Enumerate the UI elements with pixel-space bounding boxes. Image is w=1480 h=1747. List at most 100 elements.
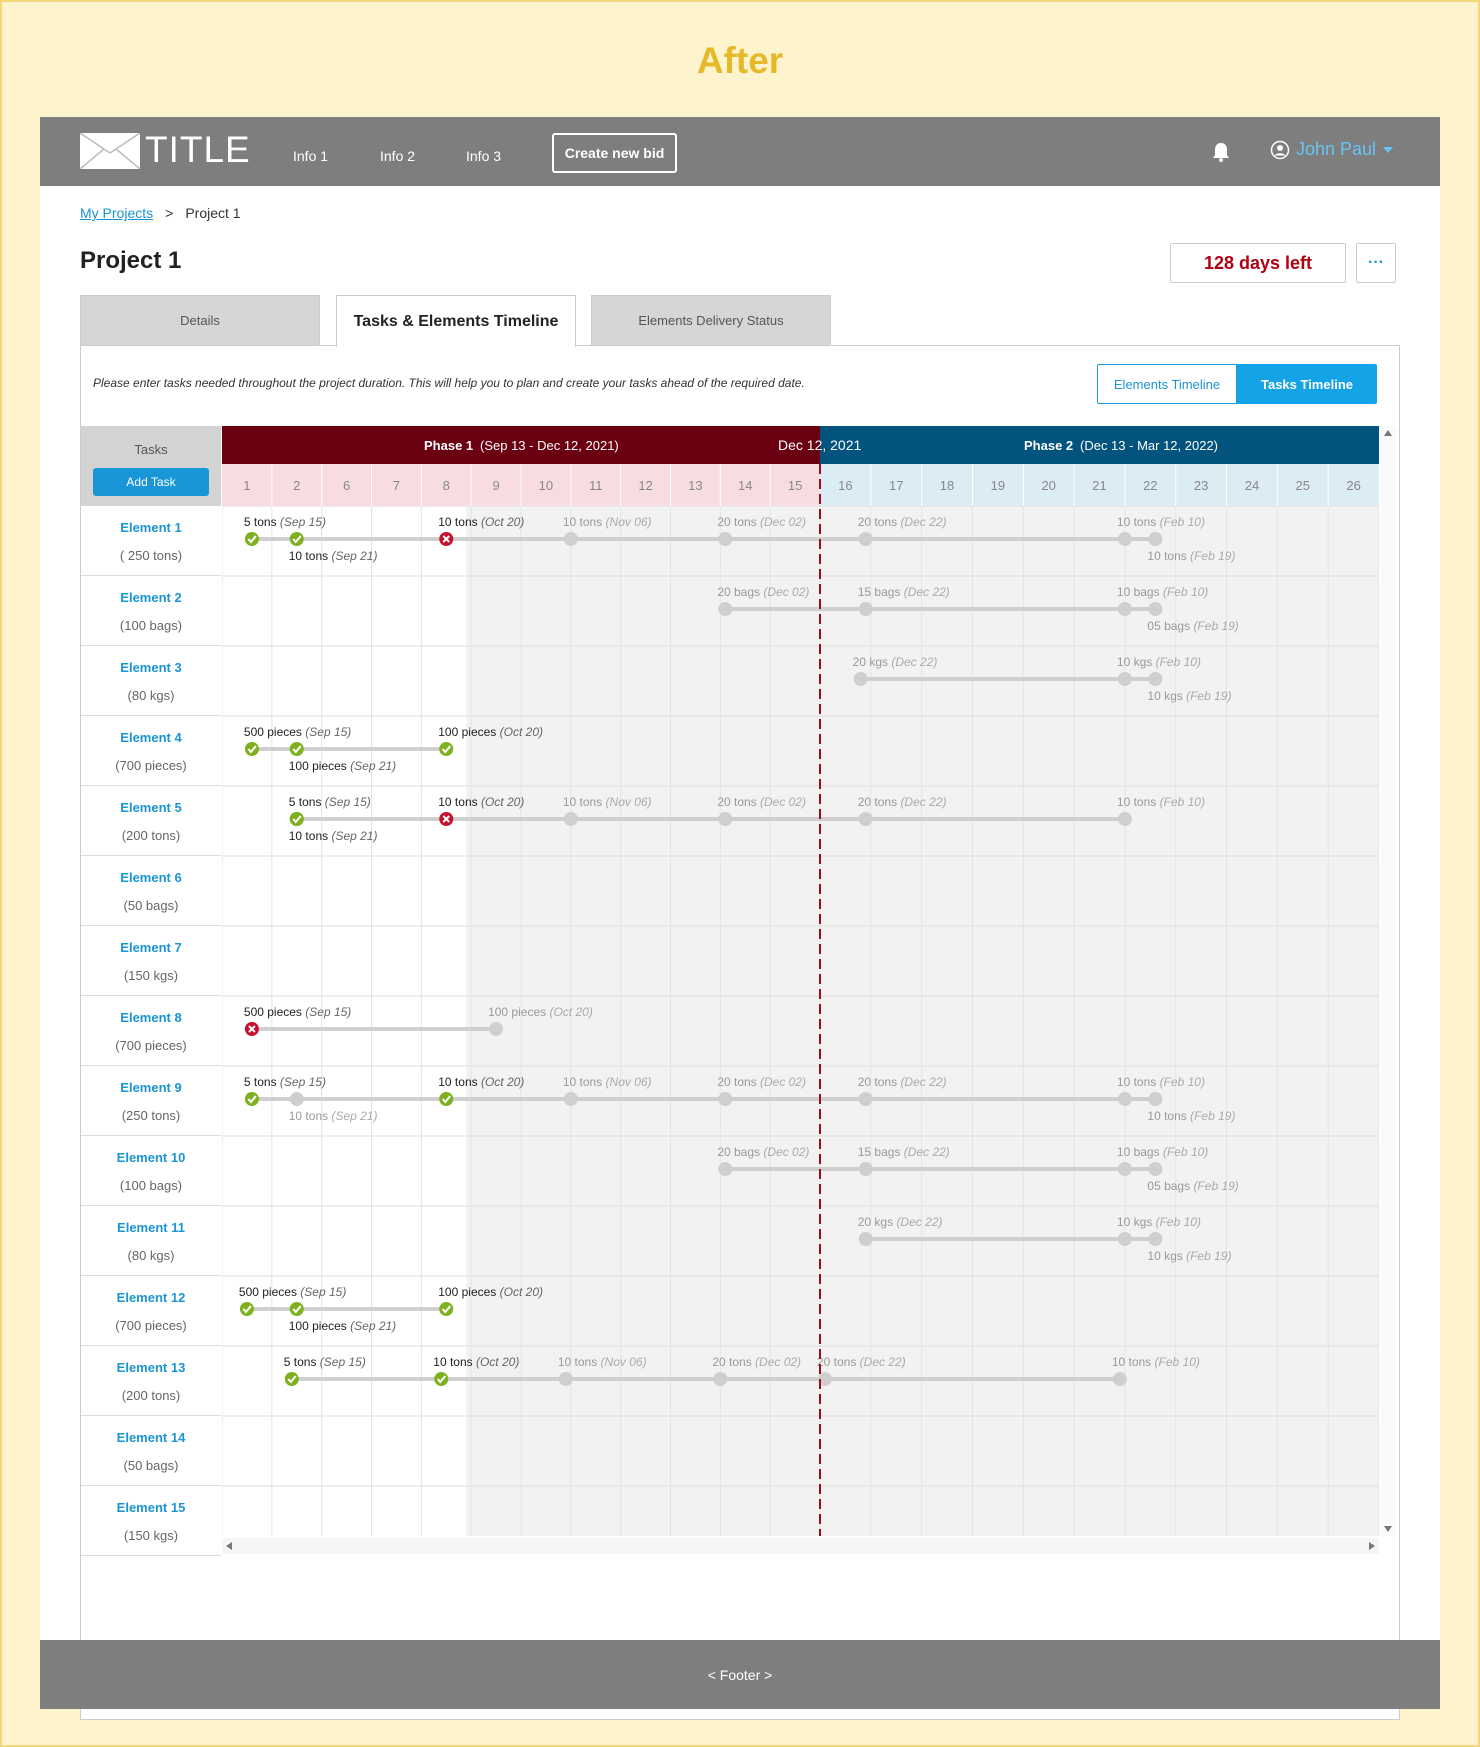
add-task-button[interactable]: Add Task — [93, 468, 209, 496]
past-region — [222, 506, 467, 1536]
week-column-label: 11 — [589, 478, 603, 493]
pending-marker — [858, 532, 873, 546]
element-row-label[interactable]: Element 15 (150 kgs) — [81, 1486, 221, 1556]
element-name[interactable]: Element 11 — [117, 1220, 185, 1235]
delivery-qty: 10 kgs — [1117, 1215, 1156, 1229]
phase-1-name: Phase 1 — [424, 438, 473, 453]
app-window: TITLE Info 1 Info 2 Info 3 Create new bi… — [40, 117, 1440, 1720]
delivery-qty: 500 pieces — [244, 725, 305, 739]
x-mark — [442, 535, 450, 543]
element-name[interactable]: Element 9 — [120, 1080, 182, 1095]
tab-elements-delivery-status[interactable]: Elements Delivery Status — [591, 295, 831, 345]
week-column-label: 19 — [991, 478, 1005, 493]
element-name[interactable]: Element 6 — [120, 870, 182, 885]
element-row-label[interactable]: Element 12 (700 pieces) — [81, 1276, 221, 1346]
week-column-label: 1 — [243, 478, 250, 493]
tasks-timeline-toggle[interactable]: Tasks Timeline — [1237, 364, 1377, 404]
element-row-label[interactable]: Element 13 (200 tons) — [81, 1346, 221, 1416]
pending-marker — [718, 1092, 733, 1106]
bell-icon[interactable] — [1210, 141, 1232, 163]
element-name[interactable]: Element 8 — [120, 1010, 182, 1025]
nav-info-3[interactable]: Info 3 — [466, 148, 502, 164]
element-name[interactable]: Element 1 — [120, 520, 182, 535]
delivery-date: (Feb 10) — [1156, 1215, 1201, 1229]
tab-details[interactable]: Details — [80, 295, 320, 345]
delivery-date: (Dec 02) — [760, 515, 806, 529]
check-icon — [439, 1302, 454, 1316]
element-row-label[interactable]: Element 8 (700 pieces) — [81, 996, 221, 1066]
element-name[interactable]: Element 10 — [116, 1150, 186, 1165]
delivery-label: 20 tons (Dec 22) — [817, 1355, 906, 1369]
delivery-date: (Dec 22) — [896, 1215, 942, 1229]
element-row-label[interactable]: Element 7 (150 kgs) — [81, 926, 221, 996]
delivery-qty: 100 pieces — [289, 759, 350, 773]
element-name[interactable]: Element 15 — [116, 1500, 186, 1515]
element-row-label[interactable]: Element 2 (100 bags) — [81, 576, 221, 646]
delivery-date: (Oct 20) — [481, 795, 524, 809]
delivery-qty: 10 kgs — [1147, 1249, 1186, 1263]
more-options-button[interactable]: ··· — [1356, 243, 1396, 283]
element-row-label[interactable]: Element 5 (200 tons) — [81, 786, 221, 856]
user-menu[interactable]: John Paul — [1270, 139, 1394, 160]
week-column-label: 2 — [293, 478, 300, 493]
delivery-qty: 10 tons — [1147, 1109, 1190, 1123]
delivery-date: (Oct 20) — [476, 1355, 519, 1369]
element-name[interactable]: Element 2 — [120, 590, 182, 605]
week-column-label: 8 — [443, 478, 450, 493]
delivery-label: 500 pieces (Sep 15) — [244, 725, 351, 739]
delivery-date: (Sep 15) — [320, 1355, 366, 1369]
element-row-label[interactable]: Element 10 (100 bags) — [81, 1136, 221, 1206]
delivery-date: (Feb 19) — [1186, 689, 1231, 703]
pending-marker — [858, 812, 873, 826]
heading-after: After — [696, 40, 784, 81]
element-quantity: ( 250 tons) — [119, 548, 183, 563]
element-row-label[interactable]: Element 9 (250 tons) — [81, 1066, 221, 1136]
delivery-label: 10 tons (Feb 19) — [1147, 1109, 1235, 1123]
element-row-label[interactable]: Element 4 (700 pieces) — [81, 716, 221, 786]
element-quantity: (150 kgs) — [123, 968, 179, 983]
create-new-bid-button[interactable]: Create new bid — [552, 133, 677, 173]
check-mark — [287, 1375, 297, 1384]
element-name[interactable]: Element 4 — [120, 730, 182, 745]
element-row-label[interactable]: Element 11 (80 kgs) — [81, 1206, 221, 1276]
delivery-qty: 10 tons — [563, 795, 606, 809]
delivery-qty: 20 tons — [858, 795, 901, 809]
nav-info-1[interactable]: Info 1 — [293, 148, 329, 164]
element-row-label[interactable]: Element 14 (50 bags) — [81, 1416, 221, 1486]
horizontal-scrollbar[interactable] — [222, 1538, 1379, 1554]
element-row-label[interactable]: Element 1 ( 250 tons) — [81, 506, 221, 576]
pending-marker — [563, 812, 578, 826]
element-name[interactable]: Element 14 — [116, 1430, 186, 1445]
delivery-label: 500 pieces (Sep 15) — [244, 1005, 351, 1019]
element-name[interactable]: Element 12 — [116, 1290, 186, 1305]
tab-tasks-elements-timeline[interactable]: Tasks & Elements Timeline — [336, 295, 576, 347]
timeline-area[interactable]: Phase 1 (Sep 13 - Dec 12, 2021) Dec 12, 20… — [222, 426, 1379, 1536]
breadcrumb-my-projects[interactable]: My Projects — [80, 205, 154, 221]
element-row-label[interactable]: Element 6 (50 bags) — [81, 856, 221, 926]
delivery-qty: 5 tons — [244, 515, 280, 529]
vertical-scrollbar[interactable] — [1380, 426, 1396, 1536]
element-row-label[interactable]: Element 3 (80 kgs) — [81, 646, 221, 716]
pending-marker — [1148, 672, 1163, 686]
chevron-down-icon — [1383, 146, 1394, 153]
element-name[interactable]: Element 7 — [120, 940, 182, 955]
element-name[interactable]: Element 13 — [116, 1360, 186, 1375]
delivery-date: (Dec 22) — [860, 1355, 906, 1369]
breadcrumb-current: Project 1 — [185, 205, 241, 221]
delivery-date: (Feb 10) — [1160, 515, 1205, 529]
delivery-label: 100 pieces (Sep 21) — [289, 1319, 396, 1333]
element-name[interactable]: Element 5 — [120, 800, 182, 815]
logo-title[interactable]: TITLE — [145, 129, 251, 170]
x-mark — [442, 815, 450, 823]
delivery-label: 20 bags (Dec 02) — [717, 1145, 809, 1159]
pending-marker — [489, 1022, 504, 1036]
logo-icon[interactable] — [80, 133, 140, 169]
delivery-date: (Dec 02) — [760, 795, 806, 809]
element-name[interactable]: Element 3 — [120, 660, 182, 675]
check-icon — [289, 532, 304, 546]
nav-info-2[interactable]: Info 2 — [380, 148, 416, 164]
tasks-column-header: Tasks Add Task — [81, 426, 221, 506]
elements-timeline-toggle[interactable]: Elements Timeline — [1097, 364, 1237, 404]
week-column-label: 21 — [1092, 478, 1106, 493]
element-quantity: (200 tons) — [121, 1388, 181, 1403]
